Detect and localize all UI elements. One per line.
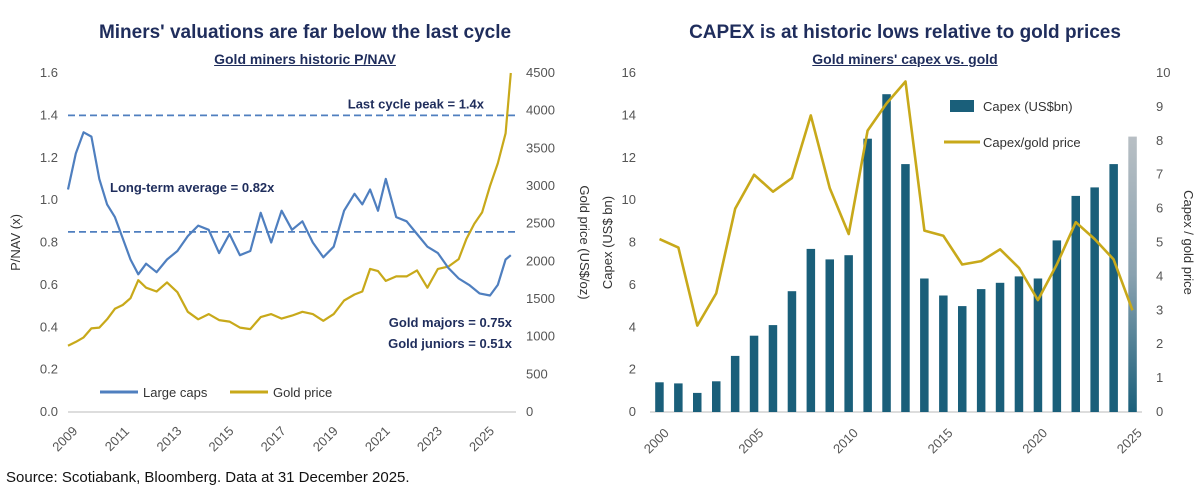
- left-y2-tick-label: 2500: [526, 216, 555, 231]
- capex-gold-ratio-line: [658, 80, 1134, 327]
- right-y-tick-label: 14: [622, 107, 636, 122]
- capex-bar: [901, 164, 910, 412]
- left-y2-tick-label: 3500: [526, 140, 555, 155]
- capex-bar: [674, 383, 683, 412]
- left-y-axis-label: P/NAV (x): [8, 214, 23, 271]
- right-x-tick-label: 2020: [1019, 425, 1050, 456]
- right-y-tick-label: 16: [622, 65, 636, 80]
- right-y-tick-label: 0: [629, 404, 636, 419]
- legend-ratio-label: Capex/gold price: [983, 135, 1081, 150]
- capex-bar: [976, 289, 986, 412]
- long-term-average-label: Long-term average = 0.82x: [110, 180, 275, 195]
- capex-bar: [995, 282, 1005, 412]
- right-y2-tick-label: 7: [1156, 167, 1163, 182]
- left-y-tick-label: 0.6: [40, 277, 58, 292]
- legend-capex-swatch: [950, 100, 974, 112]
- left-y-tick-label: 1.2: [40, 150, 58, 165]
- right-chart-subtitle: Gold miners' capex vs. gold: [812, 51, 998, 67]
- left-y-tick-label: 0.2: [40, 362, 58, 377]
- right-y2-tick-label: 1: [1156, 370, 1163, 385]
- left-y-tick-label: 1.0: [40, 192, 58, 207]
- capex-bar: [1014, 276, 1024, 412]
- left-chart: 0.0 0.2 0.4 0.6 0.8 1.0 1.2 1.4 1.6 0 500 1000 1500 2…: [8, 65, 592, 454]
- legend-large-caps-label: Large caps: [143, 385, 208, 400]
- left-chart-subtitle: Gold miners historic P/NAV: [214, 51, 396, 67]
- capex-bar: [844, 255, 853, 412]
- left-y-tick-label: 0.0: [40, 404, 58, 419]
- source-note: Source: Scotiabank, Bloomberg. Data at 3…: [6, 469, 410, 486]
- right-y-tick-label: 4: [629, 319, 636, 334]
- left-y2-tick-label: 1500: [526, 291, 555, 306]
- right-y2-tick-label: 0: [1156, 404, 1163, 419]
- right-y2-axis-label: Capex / gold price: [1181, 190, 1196, 295]
- capex-bar: [1071, 195, 1080, 412]
- left-y-tick-label: 0.8: [40, 235, 58, 250]
- capex-bar: [825, 259, 834, 412]
- left-y2-tick-label: 500: [526, 366, 548, 381]
- right-x-tick-label: 2000: [641, 425, 672, 456]
- legend-gold-price-label: Gold price: [273, 385, 332, 400]
- left-y2-tick-label: 0: [526, 404, 533, 419]
- capex-bar: [939, 295, 948, 412]
- capex-bar: [693, 392, 702, 412]
- right-y2-tick-label: 5: [1156, 235, 1163, 250]
- capex-bar: [787, 291, 797, 412]
- capex-bar: [749, 335, 759, 412]
- capex-bar: [1033, 278, 1043, 412]
- left-chart-title: Miners' valuations are far below the las…: [98, 22, 512, 43]
- capex-bar: [730, 355, 740, 412]
- capex-bar: [1052, 240, 1062, 412]
- right-y2-tick-label: 8: [1156, 133, 1163, 148]
- capex-bar: [655, 382, 664, 412]
- left-y-tick-label: 1.6: [40, 65, 58, 80]
- left-y2-tick-label: 2000: [526, 253, 555, 268]
- right-y2-tick-label: 6: [1156, 201, 1163, 216]
- capex-bar: [768, 325, 778, 412]
- right-y2-tick-label: 4: [1156, 268, 1163, 283]
- capex-bar: [920, 278, 929, 412]
- capex-bar: [863, 138, 872, 412]
- right-y2-tick-label: 3: [1156, 302, 1163, 317]
- large-caps-series-line: [66, 131, 512, 297]
- right-y-tick-label: 8: [629, 235, 636, 250]
- legend-capex-label: Capex (US$bn): [983, 99, 1073, 114]
- gold-juniors-label: Gold juniors = 0.51x: [388, 336, 513, 351]
- left-y-tick-label: 0.4: [40, 319, 58, 334]
- last-cycle-peak-label: Last cycle peak = 1.4x: [348, 96, 485, 111]
- right-x-tick-label: 2010: [830, 425, 861, 456]
- capex-bar: [712, 381, 721, 412]
- capex-bar: [806, 248, 816, 412]
- capex-bar: [882, 94, 891, 412]
- capex-bar: [958, 306, 967, 412]
- right-y2-tick-label: 2: [1156, 336, 1163, 351]
- right-x-tick-label: 2005: [735, 425, 766, 456]
- left-y2-tick-label: 4500: [526, 65, 555, 80]
- right-y2-tick-label: 9: [1156, 99, 1163, 114]
- capex-bar: [1109, 164, 1118, 412]
- left-y2-tick-label: 1000: [526, 329, 555, 344]
- right-x-tick-label: 2025: [1114, 425, 1145, 456]
- left-y2-tick-label: 4000: [526, 103, 555, 118]
- right-y-tick-label: 6: [629, 277, 636, 292]
- capex-bar: [1128, 136, 1137, 412]
- left-y2-axis-label: Gold price (US$/oz): [577, 185, 592, 299]
- right-y-axis-label: Capex (US$ bn): [600, 196, 615, 289]
- right-y2-tick-label: 10: [1156, 65, 1170, 80]
- left-y-tick-label: 1.4: [40, 107, 58, 122]
- gold-majors-label: Gold majors = 0.75x: [389, 315, 513, 330]
- right-y-tick-label: 10: [622, 192, 636, 207]
- right-chart-title: CAPEX is at historic lows relative to go…: [689, 22, 1121, 43]
- left-y2-tick-label: 3000: [526, 178, 555, 193]
- right-x-tick-label: 2015: [925, 425, 956, 456]
- right-y-tick-label: 2: [629, 362, 636, 377]
- capex-bar: [1090, 187, 1099, 412]
- right-y-tick-label: 12: [622, 150, 636, 165]
